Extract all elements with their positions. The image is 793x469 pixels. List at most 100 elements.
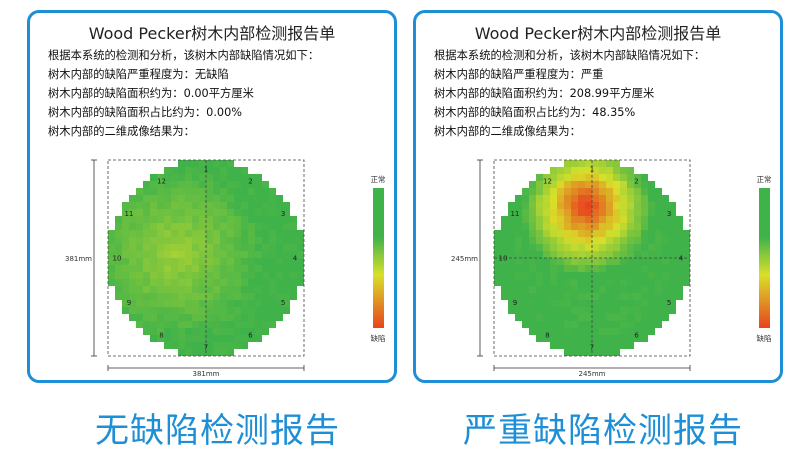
- scan-cell: [571, 279, 578, 286]
- scan-cell: [290, 216, 297, 223]
- scan-cell: [571, 195, 578, 202]
- scan-cell: [557, 321, 564, 328]
- scan-cell: [648, 223, 655, 230]
- scan-cell: [227, 279, 234, 286]
- scan-cell: [606, 328, 613, 335]
- scan-cell: [248, 300, 255, 307]
- scan-cell: [634, 328, 641, 335]
- scan-cell: [620, 237, 627, 244]
- scan-cell: [508, 216, 515, 223]
- scan-cell: [234, 272, 241, 279]
- legend-bar: [759, 188, 770, 328]
- scan-cell: [150, 195, 157, 202]
- imaging-result-label: 树木内部的二维成像结果为：: [48, 125, 195, 138]
- scan-cell: [192, 258, 199, 265]
- scan-cell: [620, 251, 627, 258]
- scan-cell: [557, 335, 564, 342]
- scan-cell: [662, 314, 669, 321]
- scan-cell: [620, 181, 627, 188]
- scan-cell: [571, 314, 578, 321]
- scan-cell: [522, 230, 529, 237]
- scan-cell: [620, 174, 627, 181]
- scan-cell: [592, 209, 599, 216]
- scan-cell: [564, 293, 571, 300]
- scan-cell: [248, 314, 255, 321]
- scan-cell: [578, 237, 585, 244]
- scan-cell: [297, 272, 304, 279]
- scan-cell: [634, 258, 641, 265]
- scan-cell: [564, 272, 571, 279]
- scan-cell: [613, 286, 620, 293]
- scan-cell: [571, 307, 578, 314]
- scan-cell: [613, 321, 620, 328]
- scan-cell: [115, 286, 122, 293]
- scan-cell: [283, 300, 290, 307]
- scan-cell: [206, 174, 213, 181]
- scan-cell: [206, 258, 213, 265]
- scan-cell: [515, 237, 522, 244]
- scan-cell: [662, 258, 669, 265]
- scan-cell: [171, 237, 178, 244]
- scan-cell: [613, 209, 620, 216]
- scan-cell: [620, 265, 627, 272]
- scan-cell: [515, 314, 522, 321]
- scan-cell: [213, 300, 220, 307]
- scan-cell: [585, 286, 592, 293]
- scan-cell: [536, 244, 543, 251]
- scan-cell: [585, 244, 592, 251]
- scan-cell: [606, 195, 613, 202]
- scan-cell: [269, 216, 276, 223]
- defect-severity: 树木内部的缺陷严重程度为：无缺陷: [48, 68, 229, 81]
- scan-cell: [206, 335, 213, 342]
- scan-cell: [150, 293, 157, 300]
- scan-cell: [164, 342, 171, 349]
- scan-cell: [676, 279, 683, 286]
- scan-cell: [206, 328, 213, 335]
- scan-cell: [543, 286, 550, 293]
- sensor-point-label: 7: [204, 344, 208, 352]
- scan-cell: [571, 258, 578, 265]
- scan-cell: [578, 167, 585, 174]
- scan-cell: [613, 258, 620, 265]
- scan-cell: [206, 202, 213, 209]
- scan-cell: [164, 300, 171, 307]
- scan-cell: [213, 160, 220, 167]
- scan-cell: [494, 251, 501, 258]
- scan-cell: [276, 258, 283, 265]
- scan-cell: [262, 314, 269, 321]
- scan-cell: [515, 223, 522, 230]
- scan-cell: [192, 265, 199, 272]
- scan-cell: [143, 286, 150, 293]
- scan-cell: [115, 279, 122, 286]
- scan-cell: [606, 293, 613, 300]
- scan-cell: [627, 209, 634, 216]
- scan-cell: [508, 286, 515, 293]
- scan-cell: [606, 223, 613, 230]
- scan-cell: [571, 300, 578, 307]
- scan-cell: [297, 279, 304, 286]
- scan-cell: [564, 244, 571, 251]
- scan-cell: [585, 174, 592, 181]
- scan-cell: [501, 251, 508, 258]
- scan-cell: [585, 349, 592, 356]
- scan-cell: [543, 335, 550, 342]
- scan-cell: [529, 209, 536, 216]
- scan-cell: [627, 342, 634, 349]
- scan-cell: [550, 335, 557, 342]
- scan-cell: [248, 265, 255, 272]
- scan-cell: [185, 209, 192, 216]
- scan-cell: [655, 293, 662, 300]
- scan-cell: [297, 237, 304, 244]
- scan-cell: [220, 209, 227, 216]
- scan-cell: [578, 314, 585, 321]
- scan-cell: [220, 160, 227, 167]
- scan-cell: [536, 328, 543, 335]
- report-intro: 根据本系统的检测和分析，该树木内部缺陷情况如下：: [434, 49, 706, 62]
- scan-cell: [157, 174, 164, 181]
- scan-cell: [241, 188, 248, 195]
- scan-cell: [164, 216, 171, 223]
- scan-cell: [178, 349, 185, 356]
- scan-cell: [655, 279, 662, 286]
